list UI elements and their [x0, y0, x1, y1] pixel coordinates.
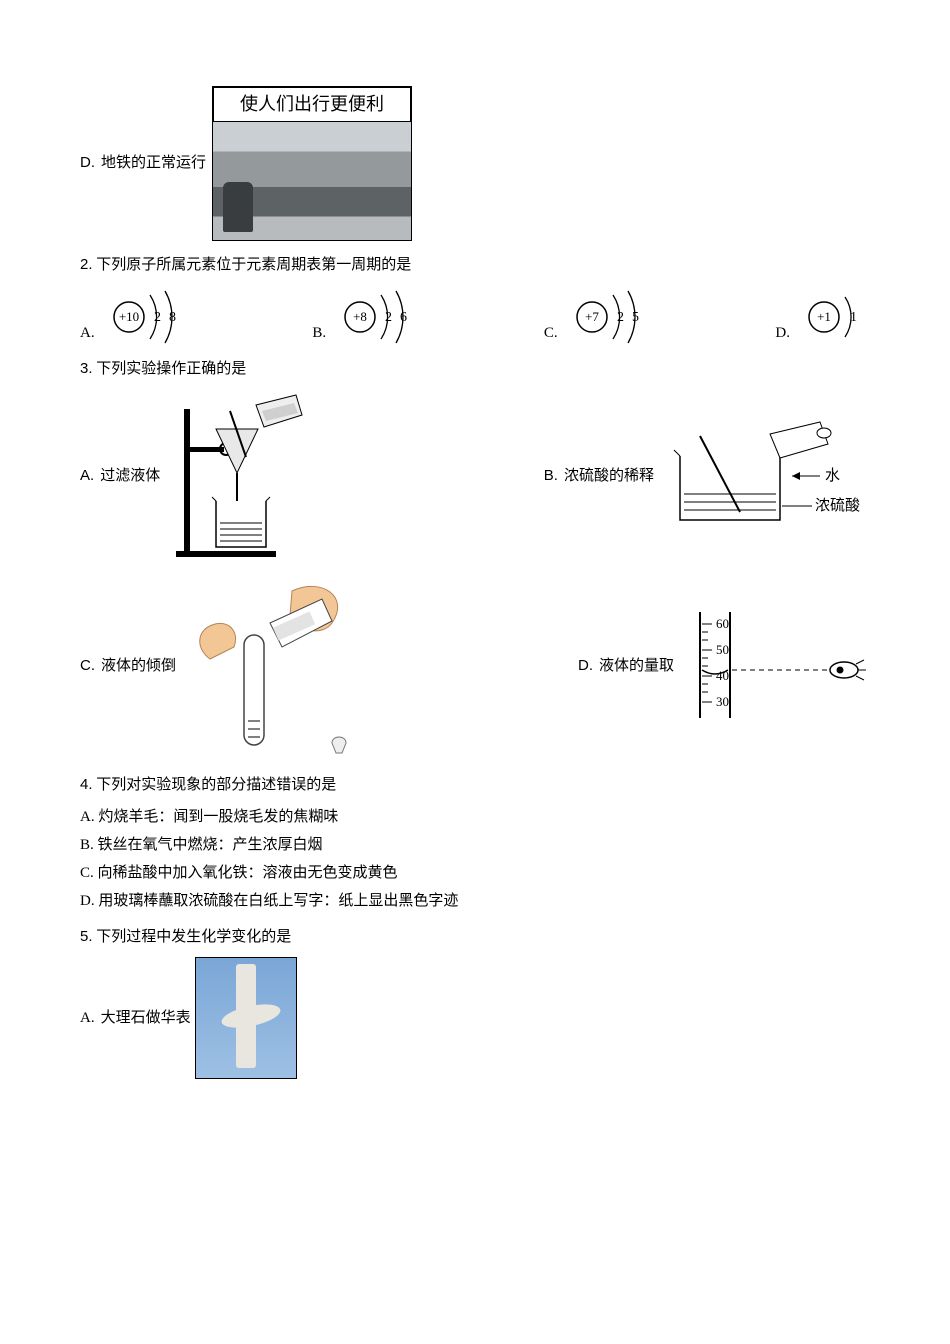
atom-diagram-b: +8 2 6 — [336, 285, 426, 345]
q3-stem-row: 3. 下列实验操作正确的是 — [80, 357, 870, 381]
q2-options: A. +10 2 8 B. +8 2 6 C. +7 2 5 — [80, 285, 870, 345]
q3-c-text: 液体的倾倒 — [101, 654, 176, 678]
q3-opt-d: D. 液体的量取 60 50 40 30 — [578, 606, 870, 726]
q3-row2: C. 液体的倾倒 D. 液体的量取 60 — [80, 571, 870, 761]
label-acid: 浓硫酸 — [815, 497, 860, 514]
q3-d-text: 液体的量取 — [599, 654, 674, 678]
q1-d-caption: 使人们出行更便利 — [213, 87, 411, 122]
q3-row1: A. 过滤液体 B. 浓硫酸的稀释 — [80, 391, 870, 561]
q3-b-text: 浓硫酸的稀释 — [564, 464, 654, 488]
shell-c-1: 2 — [617, 310, 624, 325]
nucleus-c: +7 — [585, 309, 599, 324]
q2-a-label: A. — [80, 321, 95, 345]
q1-d-figure: 使人们出行更便利 — [212, 86, 412, 241]
q3-opt-b: B. 浓硫酸的稀释 水 浓硫酸 — [544, 416, 870, 536]
q2-stem-row: 2. 下列原子所属元素位于元素周期表第一周期的是 — [80, 253, 870, 277]
q5-stem: 下列过程中发生化学变化的是 — [96, 929, 291, 945]
q3-c-label: C. — [80, 654, 95, 678]
nucleus-d: +1 — [817, 309, 831, 324]
q1-d-label: D. — [80, 151, 95, 175]
q2-opt-c: C. +7 2 5 — [544, 285, 658, 345]
q1-option-d: D. 地铁的正常运行 使人们出行更便利 — [80, 86, 870, 241]
q4-opt-c: C. 向稀盐酸中加入氧化铁：溶液由无色变成黄色 — [80, 861, 870, 885]
q5-stem-row: 5. 下列过程中发生化学变化的是 — [80, 925, 870, 949]
q5-a-label: A. — [80, 1006, 95, 1030]
q4-opt-d: D. 用玻璃棒蘸取浓硫酸在白纸上写字：纸上显出黑色字迹 — [80, 889, 870, 913]
q2-opt-a: A. +10 2 8 — [80, 285, 195, 345]
q4-number: 4. — [80, 776, 93, 793]
q2-number: 2. — [80, 256, 93, 273]
tick-50: 50 — [716, 642, 729, 657]
atom-diagram-a: +10 2 8 — [105, 285, 195, 345]
q3-d-label: D. — [578, 654, 593, 678]
q3-a-label: A. — [80, 464, 94, 488]
q3-opt-c: C. 液体的倾倒 — [80, 571, 382, 761]
q2-d-label: D. — [775, 321, 790, 345]
filter-diagram — [166, 391, 336, 561]
q3-number: 3. — [80, 360, 93, 377]
q3-stem: 下列实验操作正确的是 — [96, 361, 246, 377]
tick-30: 30 — [716, 694, 729, 709]
q4-opt-b: B. 铁丝在氧气中燃烧：产生浓厚白烟 — [80, 833, 870, 857]
shell-a-2: 8 — [169, 310, 176, 325]
q5-opt-a: A. 大理石做华表 — [80, 957, 870, 1079]
q3-a-text: 过滤液体 — [100, 464, 160, 488]
nucleus-b: +8 — [353, 309, 367, 324]
atom-diagram-d: +1 1 — [800, 285, 870, 345]
huabiao-photo — [196, 958, 296, 1078]
shell-c-2: 5 — [632, 310, 639, 325]
pouring-diagram — [182, 571, 382, 761]
q3-opt-a: A. 过滤液体 — [80, 391, 336, 561]
q4-stem: 下列对实验现象的部分描述错误的是 — [96, 777, 336, 793]
q5-a-figure — [195, 957, 297, 1079]
q5-number: 5. — [80, 928, 93, 945]
q2-opt-d: D. +1 1 — [775, 285, 870, 345]
q2-b-label: B. — [312, 321, 326, 345]
shell-d-1: 1 — [850, 310, 857, 325]
dilution-diagram: 水 浓硫酸 — [660, 416, 870, 536]
q5-a-text: 大理石做华表 — [101, 1006, 191, 1030]
q3-b-label: B. — [544, 464, 558, 488]
label-water: 水 — [825, 467, 840, 484]
atom-diagram-c: +7 2 5 — [568, 285, 658, 345]
measuring-diagram: 60 50 40 30 — [680, 606, 870, 726]
shell-b-1: 2 — [385, 310, 392, 325]
q2-stem: 下列原子所属元素位于元素周期表第一周期的是 — [96, 257, 411, 273]
q1-d-text: 地铁的正常运行 — [101, 151, 206, 175]
nucleus-a: +10 — [118, 309, 138, 324]
tick-60: 60 — [716, 616, 729, 631]
q2-c-label: C. — [544, 321, 558, 345]
shell-b-2: 6 — [400, 310, 407, 325]
q4-stem-row: 4. 下列对实验现象的部分描述错误的是 — [80, 773, 870, 797]
subway-photo — [213, 122, 411, 240]
q2-opt-b: B. +8 2 6 — [312, 285, 426, 345]
q4-opt-a: A. 灼烧羊毛：闻到一股烧毛发的焦糊味 — [80, 805, 870, 829]
shell-a-1: 2 — [154, 310, 161, 325]
